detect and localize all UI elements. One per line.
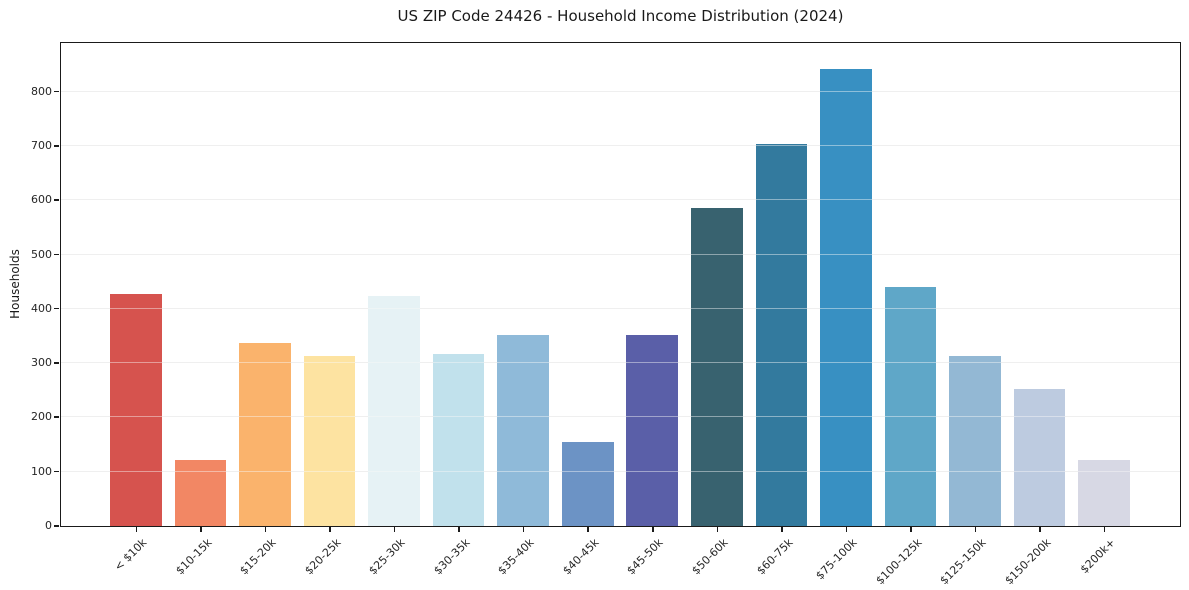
x-tick-label: $100-125k	[872, 536, 925, 588]
gridline-overlay	[61, 145, 1180, 147]
x-tick-label: $25-30k	[366, 536, 408, 578]
x-tick-mark	[910, 527, 912, 532]
bar-$75-100k	[820, 68, 872, 526]
y-tick-mark	[54, 307, 59, 310]
gridline	[61, 470, 1180, 472]
y-tick-mark	[54, 90, 59, 93]
gridline-overlay	[61, 362, 1180, 364]
bar-< $10k	[110, 293, 162, 526]
gridline-overlay	[61, 470, 1180, 472]
x-tick-label: $125-150k	[937, 536, 989, 588]
y-tick-label: 700	[31, 139, 52, 153]
x-tick-mark	[845, 527, 848, 532]
bar-$35-40k	[497, 335, 549, 526]
x-tick-mark	[393, 527, 396, 532]
gridline-overlay	[61, 90, 1180, 92]
x-tick-mark	[458, 527, 460, 532]
x-tick-mark	[135, 527, 138, 532]
y-tick-label: 200	[31, 410, 52, 424]
gridline	[61, 362, 1180, 364]
gridline	[61, 416, 1180, 418]
y-tick-mark	[54, 470, 59, 473]
y-tick-label: 600	[31, 193, 52, 207]
y-tick-mark	[54, 362, 59, 364]
x-tick-label: $30-35k	[431, 536, 473, 578]
x-tick-mark	[781, 527, 783, 532]
x-tick-label: $40-45k	[560, 536, 602, 578]
y-tick-mark	[54, 253, 59, 256]
x-tick-label: $10-15k	[172, 536, 215, 578]
x-tick-label: $50-60k	[689, 536, 731, 578]
x-tick-mark	[652, 527, 654, 532]
x-tick-mark	[587, 527, 589, 532]
x-tick-mark	[1103, 527, 1106, 532]
y-tick-mark	[54, 525, 59, 527]
x-tick-label: $60-75k	[753, 536, 796, 578]
y-tick-mark	[54, 416, 59, 418]
bar-$45-50k	[626, 334, 679, 526]
y-tick-label: 400	[31, 301, 52, 315]
x-tick-mark	[329, 527, 331, 532]
x-tick-label: $75-100k	[813, 536, 860, 583]
x-tick-mark	[200, 527, 202, 532]
bar-$150-200k	[1013, 388, 1066, 526]
bar-$40-45k	[561, 441, 614, 526]
y-tick-mark	[54, 145, 59, 147]
bar-$100-125k	[884, 287, 937, 526]
x-tick-label: $150-200k	[1002, 536, 1054, 588]
bar-$30-35k	[432, 354, 485, 526]
x-tick-label: $45-50k	[624, 536, 666, 578]
y-tick-label: 0	[45, 519, 52, 532]
x-tick-mark	[716, 527, 719, 532]
bar-$200k+	[1078, 460, 1130, 526]
x-tick-mark	[264, 527, 267, 532]
plot-area	[60, 42, 1181, 527]
x-tick-mark	[974, 527, 977, 532]
x-tick-label: < $10k	[112, 536, 150, 574]
bar-$125-150k	[949, 355, 1001, 526]
y-tick-label: 800	[31, 84, 52, 98]
gridline	[61, 90, 1180, 92]
x-tick-label: $20-25k	[302, 536, 344, 578]
bar-$10-15k	[174, 459, 227, 526]
chart-title: US ZIP Code 24426 - Household Income Dis…	[397, 7, 844, 25]
gridline-overlay	[61, 253, 1180, 255]
bar-$20-25k	[303, 355, 356, 526]
bar-$15-20k	[239, 342, 291, 526]
x-tick-label: $15-20k	[237, 536, 279, 578]
gridline	[61, 253, 1180, 255]
bar-$50-60k	[691, 208, 743, 526]
x-tick-label: $35-40k	[495, 536, 537, 578]
gridline-overlay	[61, 307, 1180, 309]
y-tick-label: 500	[31, 247, 52, 261]
gridline	[61, 145, 1180, 147]
gridline	[61, 307, 1180, 309]
y-tick-label: 300	[31, 356, 52, 370]
bar-$25-30k	[368, 295, 420, 526]
gridline-overlay	[61, 199, 1180, 201]
x-tick-mark	[1039, 527, 1041, 532]
x-tick-label: $200k+	[1077, 536, 1118, 577]
gridline	[61, 199, 1180, 201]
y-tick-mark	[54, 199, 59, 201]
bar-$60-75k	[755, 144, 808, 526]
x-tick-mark	[522, 527, 525, 532]
gridline-overlay	[61, 416, 1180, 418]
y-tick-label: 100	[31, 464, 52, 478]
